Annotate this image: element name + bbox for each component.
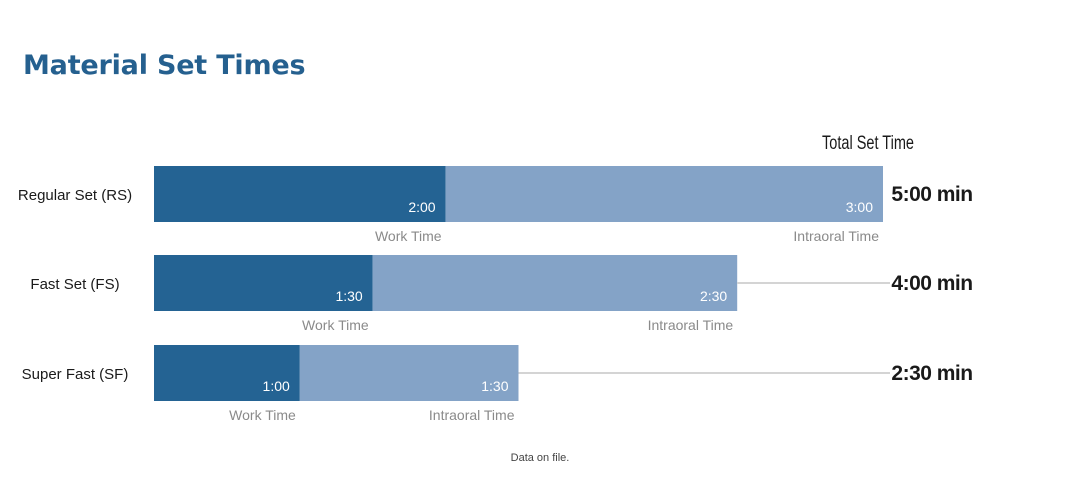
series-label: Intraoral Time (429, 407, 515, 423)
bar-value-label: 3:00 (846, 199, 873, 215)
total-set-time-header: Total Set Time (822, 133, 914, 154)
bar-value-label: 1:30 (481, 378, 508, 394)
work-time-bar (154, 166, 446, 222)
work-time-bar (154, 255, 373, 311)
series-label: Intraoral Time (793, 228, 879, 244)
series-label: Intraoral Time (648, 317, 734, 333)
category-label: Super Fast (SF) (22, 366, 129, 383)
total-value-label: 4:00 min (891, 272, 972, 295)
footnote: Data on file. (510, 452, 570, 464)
bars-group: Regular Set (RS) 2:00 Work Time 3:00 Intraor… (18, 166, 973, 423)
intraoral-time-bar (445, 166, 883, 222)
bar-value-label: 2:00 (408, 199, 435, 215)
work-time-bar (154, 345, 300, 401)
series-label: Work Time (302, 317, 369, 333)
category-label: Regular Set (RS) (18, 187, 132, 204)
category-label: Fast Set (FS) (30, 276, 119, 293)
chart-title: Material Set Times (23, 50, 306, 81)
intraoral-time-bar (299, 345, 519, 401)
total-value-label: 5:00 min (891, 183, 972, 206)
series-label: Work Time (229, 407, 296, 423)
series-label: Work Time (375, 228, 442, 244)
bar-value-label: 1:00 (263, 378, 290, 394)
intraoral-time-bar (372, 255, 738, 311)
bar-value-label: 1:30 (335, 288, 362, 304)
total-value-label: 2:30 min (891, 362, 972, 385)
bar-value-label: 2:30 (700, 288, 727, 304)
